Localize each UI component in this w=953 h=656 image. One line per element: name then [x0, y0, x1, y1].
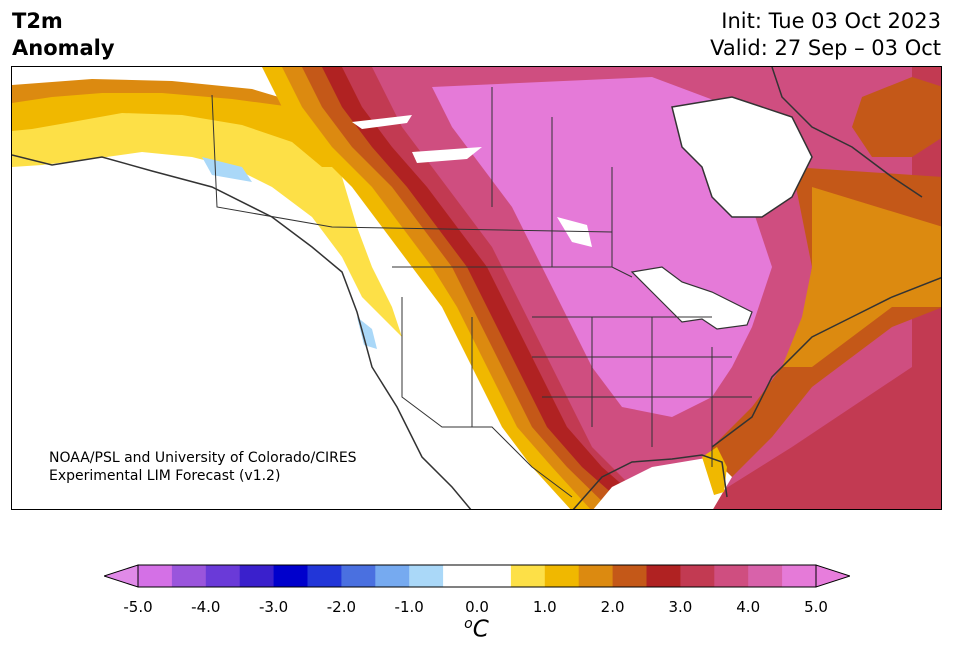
pacific-ocean: [12, 177, 461, 509]
colorbar-tick-label: 2.0: [600, 598, 625, 616]
colorbar-over-arrow: [815, 564, 850, 588]
colorbar-ticks: -5.0 -4.0 -3.0 -2.0 -1.0 0.0 1.0 2.0 3.0 4.0 5.0: [0, 598, 953, 618]
unit-symbol: C: [472, 616, 489, 643]
gulf-of-mexico: [593, 457, 732, 509]
colorbar-cell: [680, 565, 715, 587]
colorbar-tick-label: -5.0: [123, 598, 153, 616]
colorbar-tick-label: -3.0: [258, 598, 289, 616]
colorbar-cell: [748, 565, 783, 587]
colorbar-under-arrow: [104, 564, 139, 588]
colorbar-tick-label: 5.0: [804, 598, 828, 616]
colorbar-tick-label: 3.0: [668, 598, 693, 616]
colorbar-cell: [273, 565, 308, 587]
colorbar-tick-label: 1.0: [532, 598, 557, 616]
anomaly-map: [11, 66, 942, 510]
credit-line-2: Experimental LIM Forecast (v1.2): [49, 468, 281, 484]
title-line-2: Anomaly: [12, 36, 115, 60]
credit-line-1: NOAA/PSL and University of Colorado/CIRE…: [49, 450, 357, 466]
colorbar-cell: [239, 565, 275, 587]
map-title: T2m Anomaly: [12, 8, 115, 62]
colorbar-cell: [341, 565, 376, 587]
colorbar-cell: [646, 565, 681, 587]
country-borders: [211, 87, 752, 498]
colorbar-cell: [714, 565, 749, 587]
colorbar-tick-label: 0.0: [465, 598, 489, 616]
colorbar-cells: [138, 565, 817, 587]
colorbar: [104, 564, 850, 588]
core-warm-region: [432, 77, 772, 417]
colorbar-cell: [544, 565, 580, 587]
colorbar-unit: oC: [0, 616, 953, 643]
colorbar-cell: [138, 565, 173, 587]
great-lakes: [630, 266, 753, 330]
valid-period: Valid: 27 Sep – 03 Oct: [710, 36, 941, 60]
colorbar-cell: [171, 565, 207, 587]
colorbar-cell: [612, 565, 647, 587]
hudson-bay: [671, 96, 813, 218]
colorbar-tick-label: 4.0: [736, 598, 761, 616]
forecast-dates: Init: Tue 03 Oct 2023 Valid: 27 Sep – 03…: [710, 8, 941, 62]
colorbar-cell: [782, 565, 817, 587]
colorbar-outline: [137, 564, 817, 588]
colorbar-cell: [578, 565, 614, 587]
colorbar-cell: [477, 565, 512, 587]
colorbar-tick-label: -2.0: [326, 598, 357, 616]
degree-symbol: o: [464, 616, 473, 632]
colorbar-cell: [510, 565, 546, 587]
colorbar-tick-label: -1.0: [394, 598, 424, 616]
data-credit: NOAA/PSL and University of Colorado/CIRE…: [49, 449, 357, 485]
coastlines: [12, 67, 941, 509]
map-canvas: [12, 67, 941, 509]
init-date: Init: Tue 03 Oct 2023: [721, 9, 941, 33]
colorbar-cell: [375, 565, 410, 587]
title-line-1: T2m: [12, 9, 63, 33]
colorbar-cell: [409, 565, 444, 587]
colorbar-cell: [307, 565, 342, 587]
colorbar-tick-label: -4.0: [191, 598, 221, 616]
colorbar-cell: [443, 565, 478, 587]
colorbar-cell: [205, 565, 241, 587]
